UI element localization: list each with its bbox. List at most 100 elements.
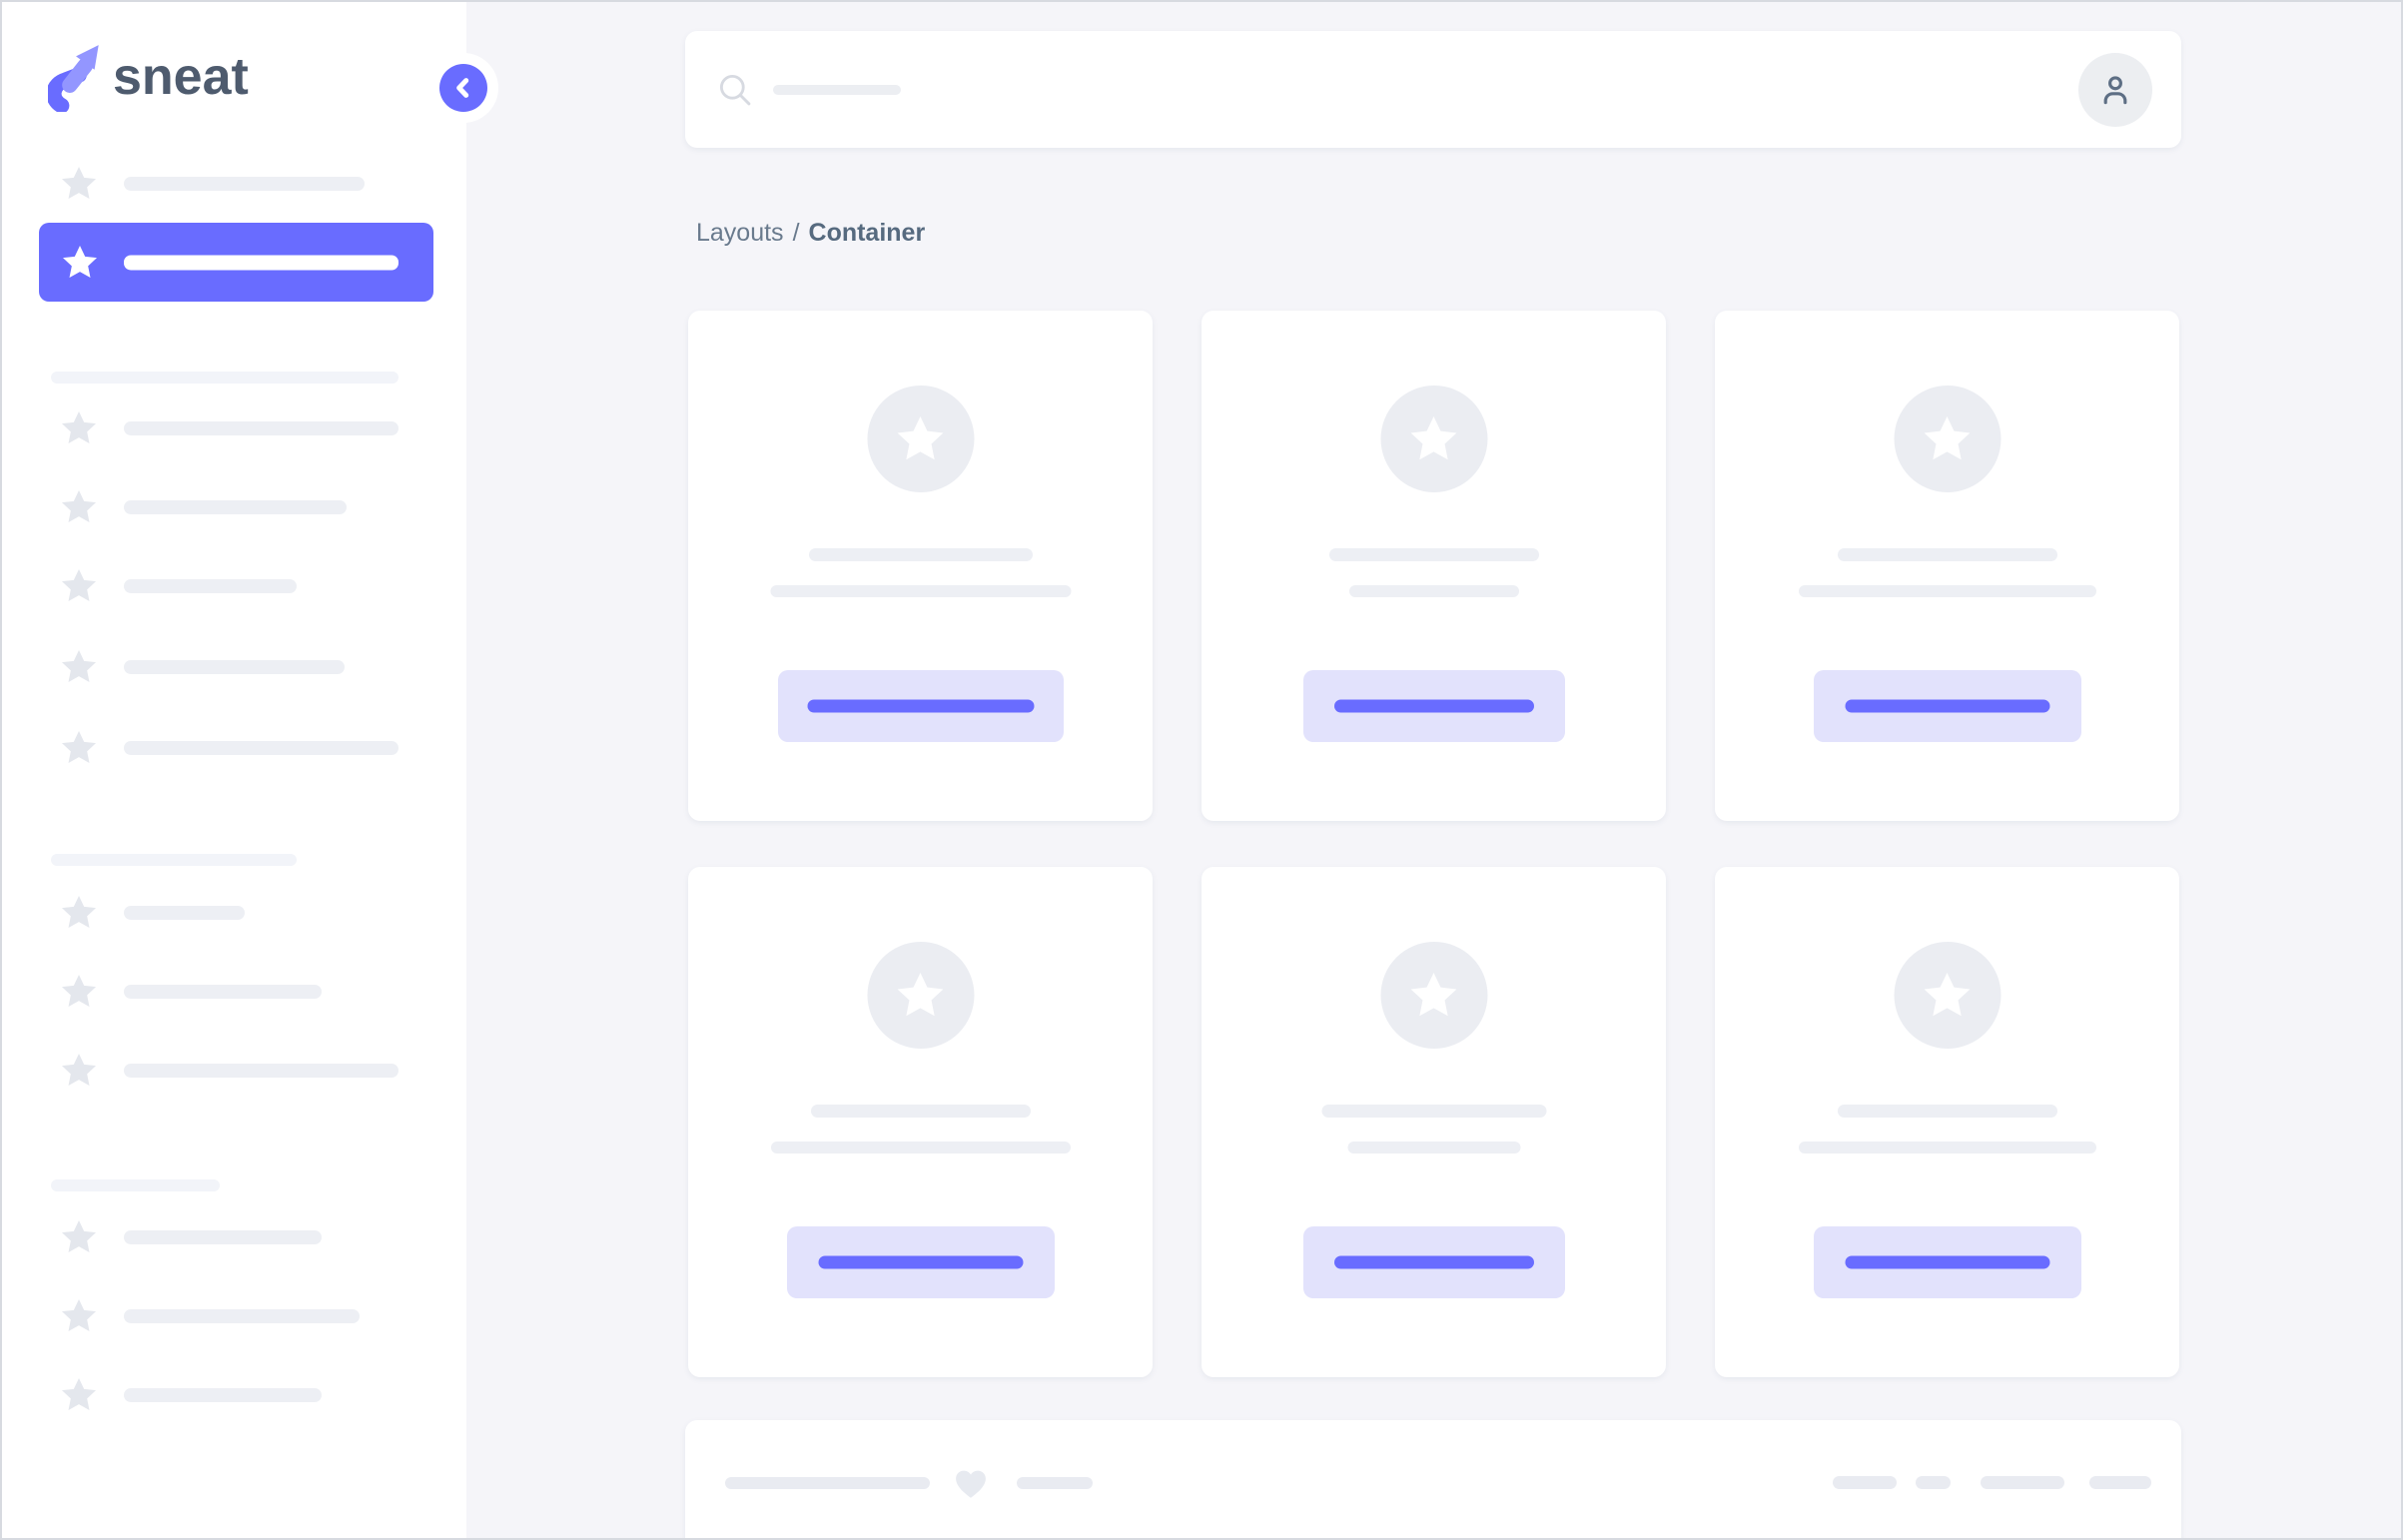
topbar bbox=[685, 31, 2181, 148]
star-icon bbox=[58, 164, 100, 204]
sidebar-section-label-placeholder bbox=[51, 1179, 220, 1191]
sidebar-item-label-placeholder bbox=[124, 1064, 399, 1078]
breadcrumb-parent-link[interactable]: Layouts bbox=[696, 219, 784, 247]
card-subtitle-placeholder bbox=[1798, 585, 2096, 597]
card-avatar-circle bbox=[1380, 385, 1487, 492]
button-label-placeholder bbox=[1333, 699, 1534, 713]
person-icon bbox=[2096, 71, 2134, 109]
card-action-button[interactable] bbox=[1302, 670, 1565, 742]
card-action-button[interactable] bbox=[1302, 1226, 1565, 1298]
card-title-placeholder bbox=[1321, 1105, 1546, 1118]
card-action-button[interactable] bbox=[777, 670, 1064, 742]
sidebar-item[interactable] bbox=[2, 1215, 466, 1259]
sidebar-item-label-placeholder bbox=[124, 660, 345, 674]
star-icon bbox=[58, 893, 100, 933]
sidebar-item[interactable] bbox=[2, 1373, 466, 1417]
star-icon bbox=[58, 1217, 100, 1257]
star-icon bbox=[1406, 412, 1462, 466]
sidebar-item-label-placeholder bbox=[124, 1309, 360, 1323]
sidebar-item-label-placeholder bbox=[124, 177, 365, 191]
button-label-placeholder bbox=[1333, 1255, 1534, 1269]
star-icon bbox=[58, 647, 100, 687]
sidebar-item[interactable] bbox=[2, 564, 466, 608]
card-subtitle-placeholder bbox=[1348, 585, 1519, 597]
sidebar-item[interactable] bbox=[2, 406, 466, 450]
sidebar-item[interactable] bbox=[2, 645, 466, 689]
button-label-placeholder bbox=[818, 1255, 1023, 1269]
main-content: Layouts / Container bbox=[466, 2, 2401, 1538]
card-action-button[interactable] bbox=[786, 1226, 1055, 1298]
card-avatar-circle bbox=[1380, 942, 1487, 1049]
logo-text: sneat bbox=[113, 48, 249, 106]
card-title-placeholder bbox=[1328, 548, 1539, 561]
footer-text-placeholder bbox=[725, 1477, 930, 1489]
card-subtitle-placeholder bbox=[1347, 1142, 1520, 1154]
sidebar-item-label-placeholder bbox=[124, 255, 399, 270]
star-icon bbox=[58, 972, 100, 1012]
sidebar-item-label-placeholder bbox=[124, 1230, 322, 1244]
card-subtitle-placeholder bbox=[1798, 1142, 2096, 1154]
sidebar-section-label-placeholder bbox=[51, 854, 297, 866]
card-avatar-circle bbox=[867, 942, 974, 1049]
search-placeholder-bar bbox=[773, 84, 901, 95]
sidebar-item-label-placeholder bbox=[124, 500, 347, 514]
star-icon bbox=[58, 1051, 100, 1091]
sidebar-item-label-placeholder bbox=[124, 906, 245, 920]
star-icon bbox=[58, 408, 100, 448]
search-icon bbox=[716, 71, 754, 109]
breadcrumb-separator: / bbox=[792, 219, 800, 247]
card-avatar-circle bbox=[867, 385, 974, 492]
placeholder-card bbox=[1715, 311, 2179, 821]
card-grid bbox=[688, 311, 2179, 1377]
breadcrumb-current: Container bbox=[808, 219, 926, 247]
search-input[interactable] bbox=[685, 31, 1304, 148]
card-action-button[interactable] bbox=[1813, 1226, 2081, 1298]
sidebar-item[interactable] bbox=[2, 162, 466, 206]
sidebar-item[interactable] bbox=[2, 891, 466, 935]
sidebar-item[interactable] bbox=[2, 970, 466, 1014]
card-subtitle-placeholder bbox=[770, 1142, 1071, 1154]
sidebar-collapse-halo bbox=[428, 53, 498, 123]
sidebar-collapse-button[interactable] bbox=[439, 64, 487, 112]
card-subtitle-placeholder bbox=[770, 585, 1071, 597]
pagination-item[interactable] bbox=[2089, 1476, 2151, 1489]
card-title-placeholder bbox=[808, 548, 1033, 561]
placeholder-card bbox=[688, 311, 1153, 821]
star-icon bbox=[58, 1375, 100, 1415]
card-action-button[interactable] bbox=[1813, 670, 2081, 742]
heart-icon[interactable] bbox=[951, 1464, 991, 1502]
button-label-placeholder bbox=[807, 699, 1034, 713]
button-label-placeholder bbox=[1845, 699, 2049, 713]
placeholder-card bbox=[1715, 867, 2179, 1377]
sidebar-item-label-placeholder bbox=[124, 1388, 322, 1402]
card-title-placeholder bbox=[1837, 548, 2057, 561]
sidebar-item[interactable] bbox=[2, 485, 466, 529]
sidebar-item-active[interactable] bbox=[39, 223, 433, 302]
pagination-item[interactable] bbox=[1916, 1476, 1951, 1489]
pagination-card bbox=[685, 1420, 2181, 1538]
sidebar-item[interactable] bbox=[2, 726, 466, 770]
star-icon bbox=[58, 728, 100, 768]
pagination-item[interactable] bbox=[1981, 1476, 2064, 1489]
sidebar: sneat bbox=[2, 2, 466, 1538]
sidebar-section-label-placeholder bbox=[51, 372, 399, 384]
sidebar-item-label-placeholder bbox=[124, 985, 322, 999]
sidebar-item[interactable] bbox=[2, 1049, 466, 1093]
user-avatar-button[interactable] bbox=[2078, 52, 2152, 127]
sidebar-item-label-placeholder bbox=[124, 421, 399, 435]
card-title-placeholder bbox=[1837, 1105, 2057, 1118]
placeholder-card bbox=[688, 867, 1153, 1377]
star-icon bbox=[58, 566, 100, 606]
card-avatar-circle bbox=[1894, 385, 2001, 492]
logo-icon bbox=[48, 45, 99, 112]
sidebar-item[interactable] bbox=[2, 1294, 466, 1338]
star-icon bbox=[893, 969, 949, 1023]
pagination-item[interactable] bbox=[1833, 1476, 1897, 1489]
star-icon bbox=[59, 243, 101, 283]
breadcrumb: Layouts / Container bbox=[696, 219, 925, 248]
card-avatar-circle bbox=[1894, 942, 2001, 1049]
app-logo[interactable]: sneat bbox=[48, 42, 249, 112]
star-icon bbox=[1920, 412, 1976, 466]
star-icon bbox=[1406, 969, 1462, 1023]
